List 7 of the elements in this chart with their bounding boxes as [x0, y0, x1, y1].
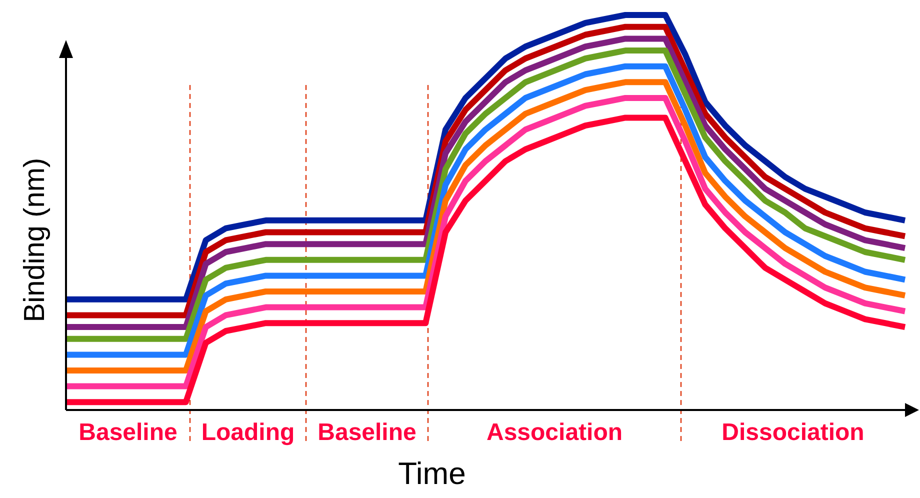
- y-axis-title: Binding (nm): [19, 158, 51, 322]
- text: Loading: [201, 419, 295, 446]
- x-axis-title: Time: [398, 456, 466, 491]
- text: Dissociation: [722, 419, 864, 446]
- text: Baseline: [318, 419, 416, 446]
- text: Association: [486, 419, 623, 446]
- text: Baseline: [78, 419, 178, 446]
